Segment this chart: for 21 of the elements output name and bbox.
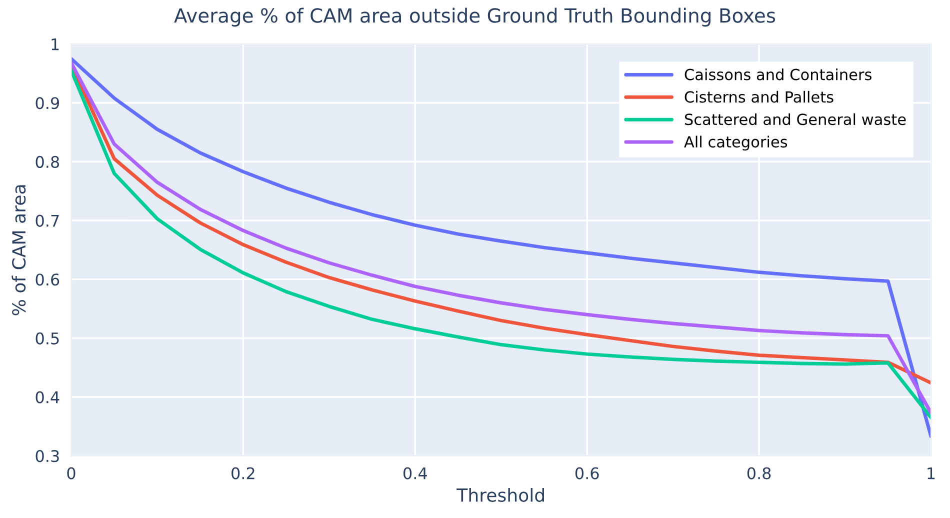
y-tick-label: 0.3 xyxy=(36,450,59,462)
legend-label: Scattered and General waste xyxy=(684,113,906,126)
x-tick-label: 0 xyxy=(67,467,76,480)
y-tick-label: 0.5 xyxy=(36,332,59,344)
y-axis-title: % of CAM area xyxy=(12,185,26,316)
legend-label: Caissons and Containers xyxy=(684,68,872,80)
x-tick-label: 0.8 xyxy=(747,467,771,480)
y-tick-label: 0.9 xyxy=(36,97,60,110)
y-tick-label: 0.8 xyxy=(36,156,60,168)
chart-title: Average % of CAM area outside Ground Truth Bounding Boxes xyxy=(174,8,776,27)
y-tick-label: 1 xyxy=(52,38,59,50)
y-tick-label: 0.4 xyxy=(36,391,60,404)
legend-label: All categories xyxy=(684,136,788,151)
y-tick-label: 0.6 xyxy=(36,274,60,286)
x-tick-label: 0.6 xyxy=(575,467,599,480)
x-tick-label: 0.4 xyxy=(404,467,427,480)
x-tick-label: 0.2 xyxy=(232,467,254,480)
y-tick-label: 0.7 xyxy=(36,214,59,227)
x-axis-title: Threshold xyxy=(456,488,544,502)
legend-label: Cisterns and Pallets xyxy=(684,90,834,103)
x-tick-label: 1 xyxy=(928,467,935,480)
